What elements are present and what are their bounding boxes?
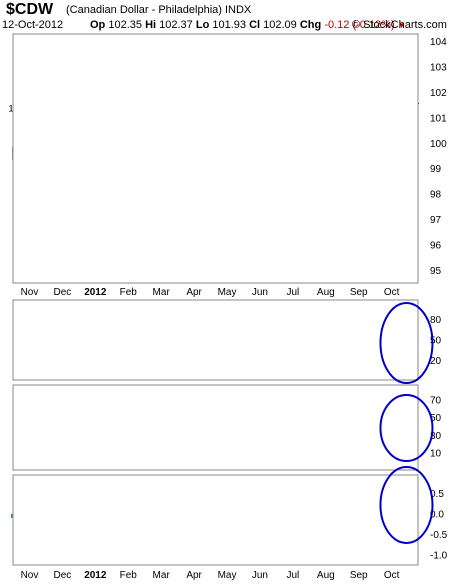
y-tick-label: 96 bbox=[430, 240, 442, 251]
price-panel-frame bbox=[12, 33, 419, 284]
x-tick-label: Dec bbox=[53, 287, 71, 298]
chart-description: (Canadian Dollar - Philadelphia) INDX bbox=[66, 4, 252, 16]
high-label: Hi bbox=[145, 19, 157, 31]
low-value: 101.93 bbox=[212, 19, 247, 31]
x-tick-label: Sep bbox=[350, 570, 368, 581]
x-tick-label: Jun bbox=[252, 570, 268, 581]
x-tick-label: Apr bbox=[186, 570, 202, 581]
y-tick-label: 104 bbox=[430, 37, 447, 48]
rsi-panel-frame bbox=[12, 384, 419, 471]
y-tick-label: 0.0 bbox=[430, 509, 444, 520]
y-tick-label: 70 bbox=[430, 395, 442, 406]
x-tick-label: Dec bbox=[53, 570, 71, 581]
x-tick-label: Apr bbox=[186, 287, 202, 298]
x-tick-label: Aug bbox=[317, 570, 335, 581]
x-tick-label: Oct bbox=[384, 570, 400, 581]
x-tick-label: 2012 bbox=[84, 287, 107, 298]
y-tick-label: 99 bbox=[430, 164, 442, 175]
y-tick-label: 103 bbox=[430, 63, 447, 74]
y-tick-label: 100 bbox=[430, 139, 447, 150]
change-label: Chg bbox=[299, 19, 322, 31]
chart-symbol: $CDW bbox=[6, 1, 54, 18]
x-tick-label: Mar bbox=[153, 287, 171, 298]
x-tick-label: Aug bbox=[317, 287, 335, 298]
stochastic-highlight-ellipse bbox=[379, 302, 434, 384]
y-tick-label: 97 bbox=[430, 215, 442, 226]
y-tick-label: 102 bbox=[430, 88, 447, 99]
y-tick-label: 30 bbox=[430, 431, 442, 442]
y-tick-label: 50 bbox=[430, 413, 442, 424]
open-value: 102.35 bbox=[108, 19, 142, 31]
y-tick-label: 101 bbox=[430, 113, 447, 124]
stochastic-panel-frame bbox=[12, 299, 419, 381]
x-tick-label: Jul bbox=[286, 287, 299, 298]
y-tick-label: -1.0 bbox=[430, 550, 448, 561]
x-tick-label: Sep bbox=[350, 287, 368, 298]
x-tick-label: Jun bbox=[252, 287, 268, 298]
x-tick-label: May bbox=[218, 570, 237, 581]
x-tick-label: Jul bbox=[286, 570, 299, 581]
y-tick-label: 50 bbox=[430, 336, 442, 347]
y-tick-label: 80 bbox=[430, 315, 442, 326]
x-tick-label: Mar bbox=[153, 570, 171, 581]
y-tick-label: 10 bbox=[430, 449, 442, 460]
high-value: 102.37 bbox=[159, 19, 193, 31]
x-tick-label: 2012 bbox=[84, 570, 107, 581]
rsi-highlight-ellipse bbox=[379, 394, 434, 462]
y-tick-label: 98 bbox=[430, 190, 442, 201]
ohlc-readout: Op 102.35 Hi 102.37 Lo 101.93 Cl 102.09 … bbox=[90, 19, 406, 31]
change-value: -0.12 (-0.12%) bbox=[324, 19, 395, 31]
x-tick-label: Feb bbox=[120, 570, 138, 581]
y-tick-label: 20 bbox=[430, 356, 442, 367]
change-down-icon: ▼ bbox=[397, 21, 406, 30]
y-tick-label: 95 bbox=[430, 266, 442, 277]
stockcharts-brand: © StockCharts.com bbox=[352, 19, 447, 31]
y-tick-label: 0.5 bbox=[430, 489, 444, 500]
close-value: 102.09 bbox=[263, 19, 297, 31]
y-tick-label: -0.5 bbox=[430, 530, 448, 541]
x-tick-label: Nov bbox=[21, 570, 39, 581]
macd-panel-frame bbox=[12, 474, 419, 566]
open-label: Op bbox=[90, 19, 106, 31]
x-tick-label: Oct bbox=[384, 287, 400, 298]
x-tick-label: May bbox=[218, 287, 237, 298]
low-label: Lo bbox=[195, 19, 210, 31]
chart-date: 12-Oct-2012 bbox=[2, 19, 64, 31]
x-tick-label: Nov bbox=[21, 287, 39, 298]
x-tick-label: Feb bbox=[120, 287, 138, 298]
macd-highlight-ellipse bbox=[379, 466, 434, 544]
close-label: Cl bbox=[249, 19, 261, 31]
